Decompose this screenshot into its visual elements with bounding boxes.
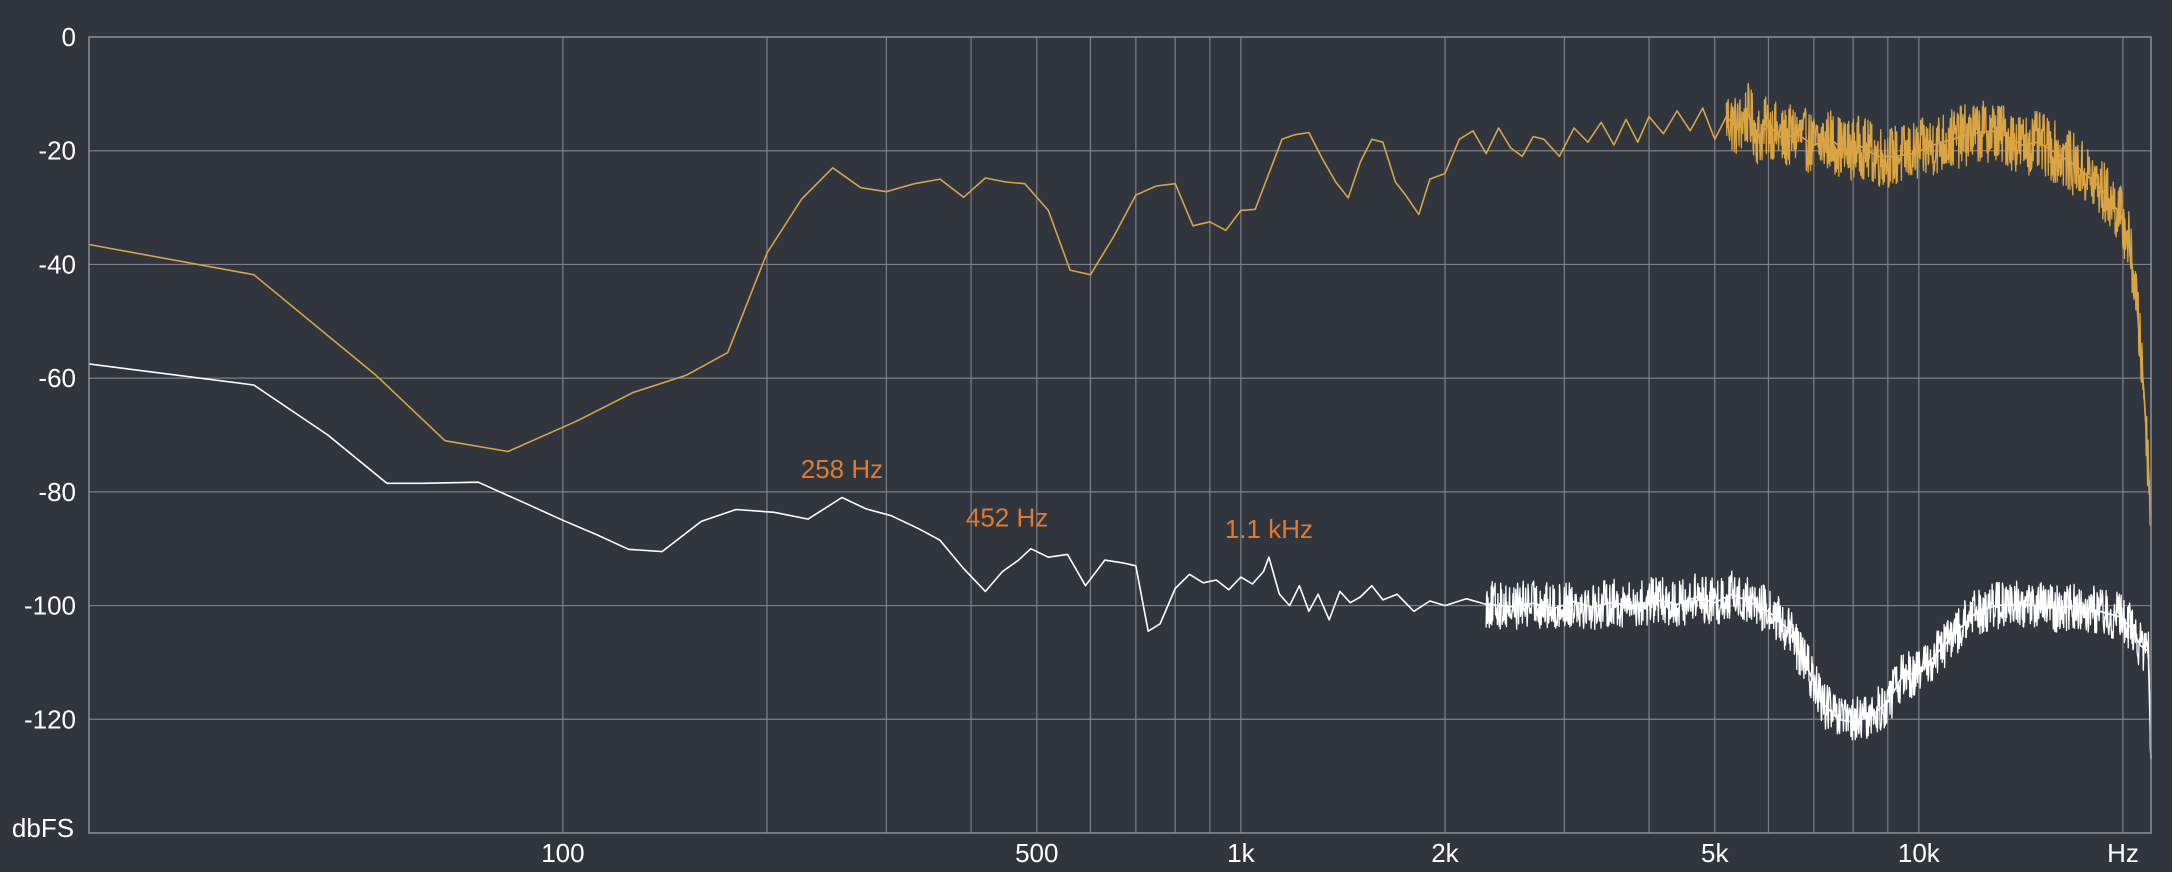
y-tick-label: -20	[38, 136, 76, 166]
series-layer	[88, 82, 2152, 760]
x-tick-label: 100	[541, 838, 584, 868]
x-tick-label: 1k	[1227, 838, 1255, 868]
x-tick-label: 10k	[1898, 838, 1941, 868]
y-tick-label: -40	[38, 249, 76, 279]
x-unit-label: Hz	[2107, 838, 2139, 868]
x-tick-labels: 100 500 1k 2k 5k 10k	[541, 838, 1941, 868]
x-tick-label: 5k	[1701, 838, 1729, 868]
peak-annotation: 258 Hz	[801, 454, 883, 484]
peak-annotation: 452 Hz	[966, 503, 1048, 533]
peak-annotations: 258 Hz 452 Hz 1.1 kHz	[801, 454, 1313, 544]
x-tick-label: 500	[1015, 838, 1058, 868]
series-detail-line	[1485, 570, 2152, 758]
y-tick-label: -80	[38, 477, 76, 507]
y-tick-label: -60	[38, 363, 76, 393]
y-tick-label: 0	[62, 22, 76, 52]
peak-annotation: 1.1 kHz	[1225, 514, 1313, 544]
y-tick-labels: 0 -20 -40 -60 -80 -100 -120	[24, 22, 76, 734]
y-unit-label: dbFS	[12, 813, 74, 843]
plot-frame	[88, 36, 2152, 834]
series-detail-line	[1725, 82, 2152, 527]
x-tick-label: 2k	[1431, 838, 1459, 868]
y-tick-label: -120	[24, 704, 76, 734]
y-tick-label: -100	[24, 591, 76, 621]
